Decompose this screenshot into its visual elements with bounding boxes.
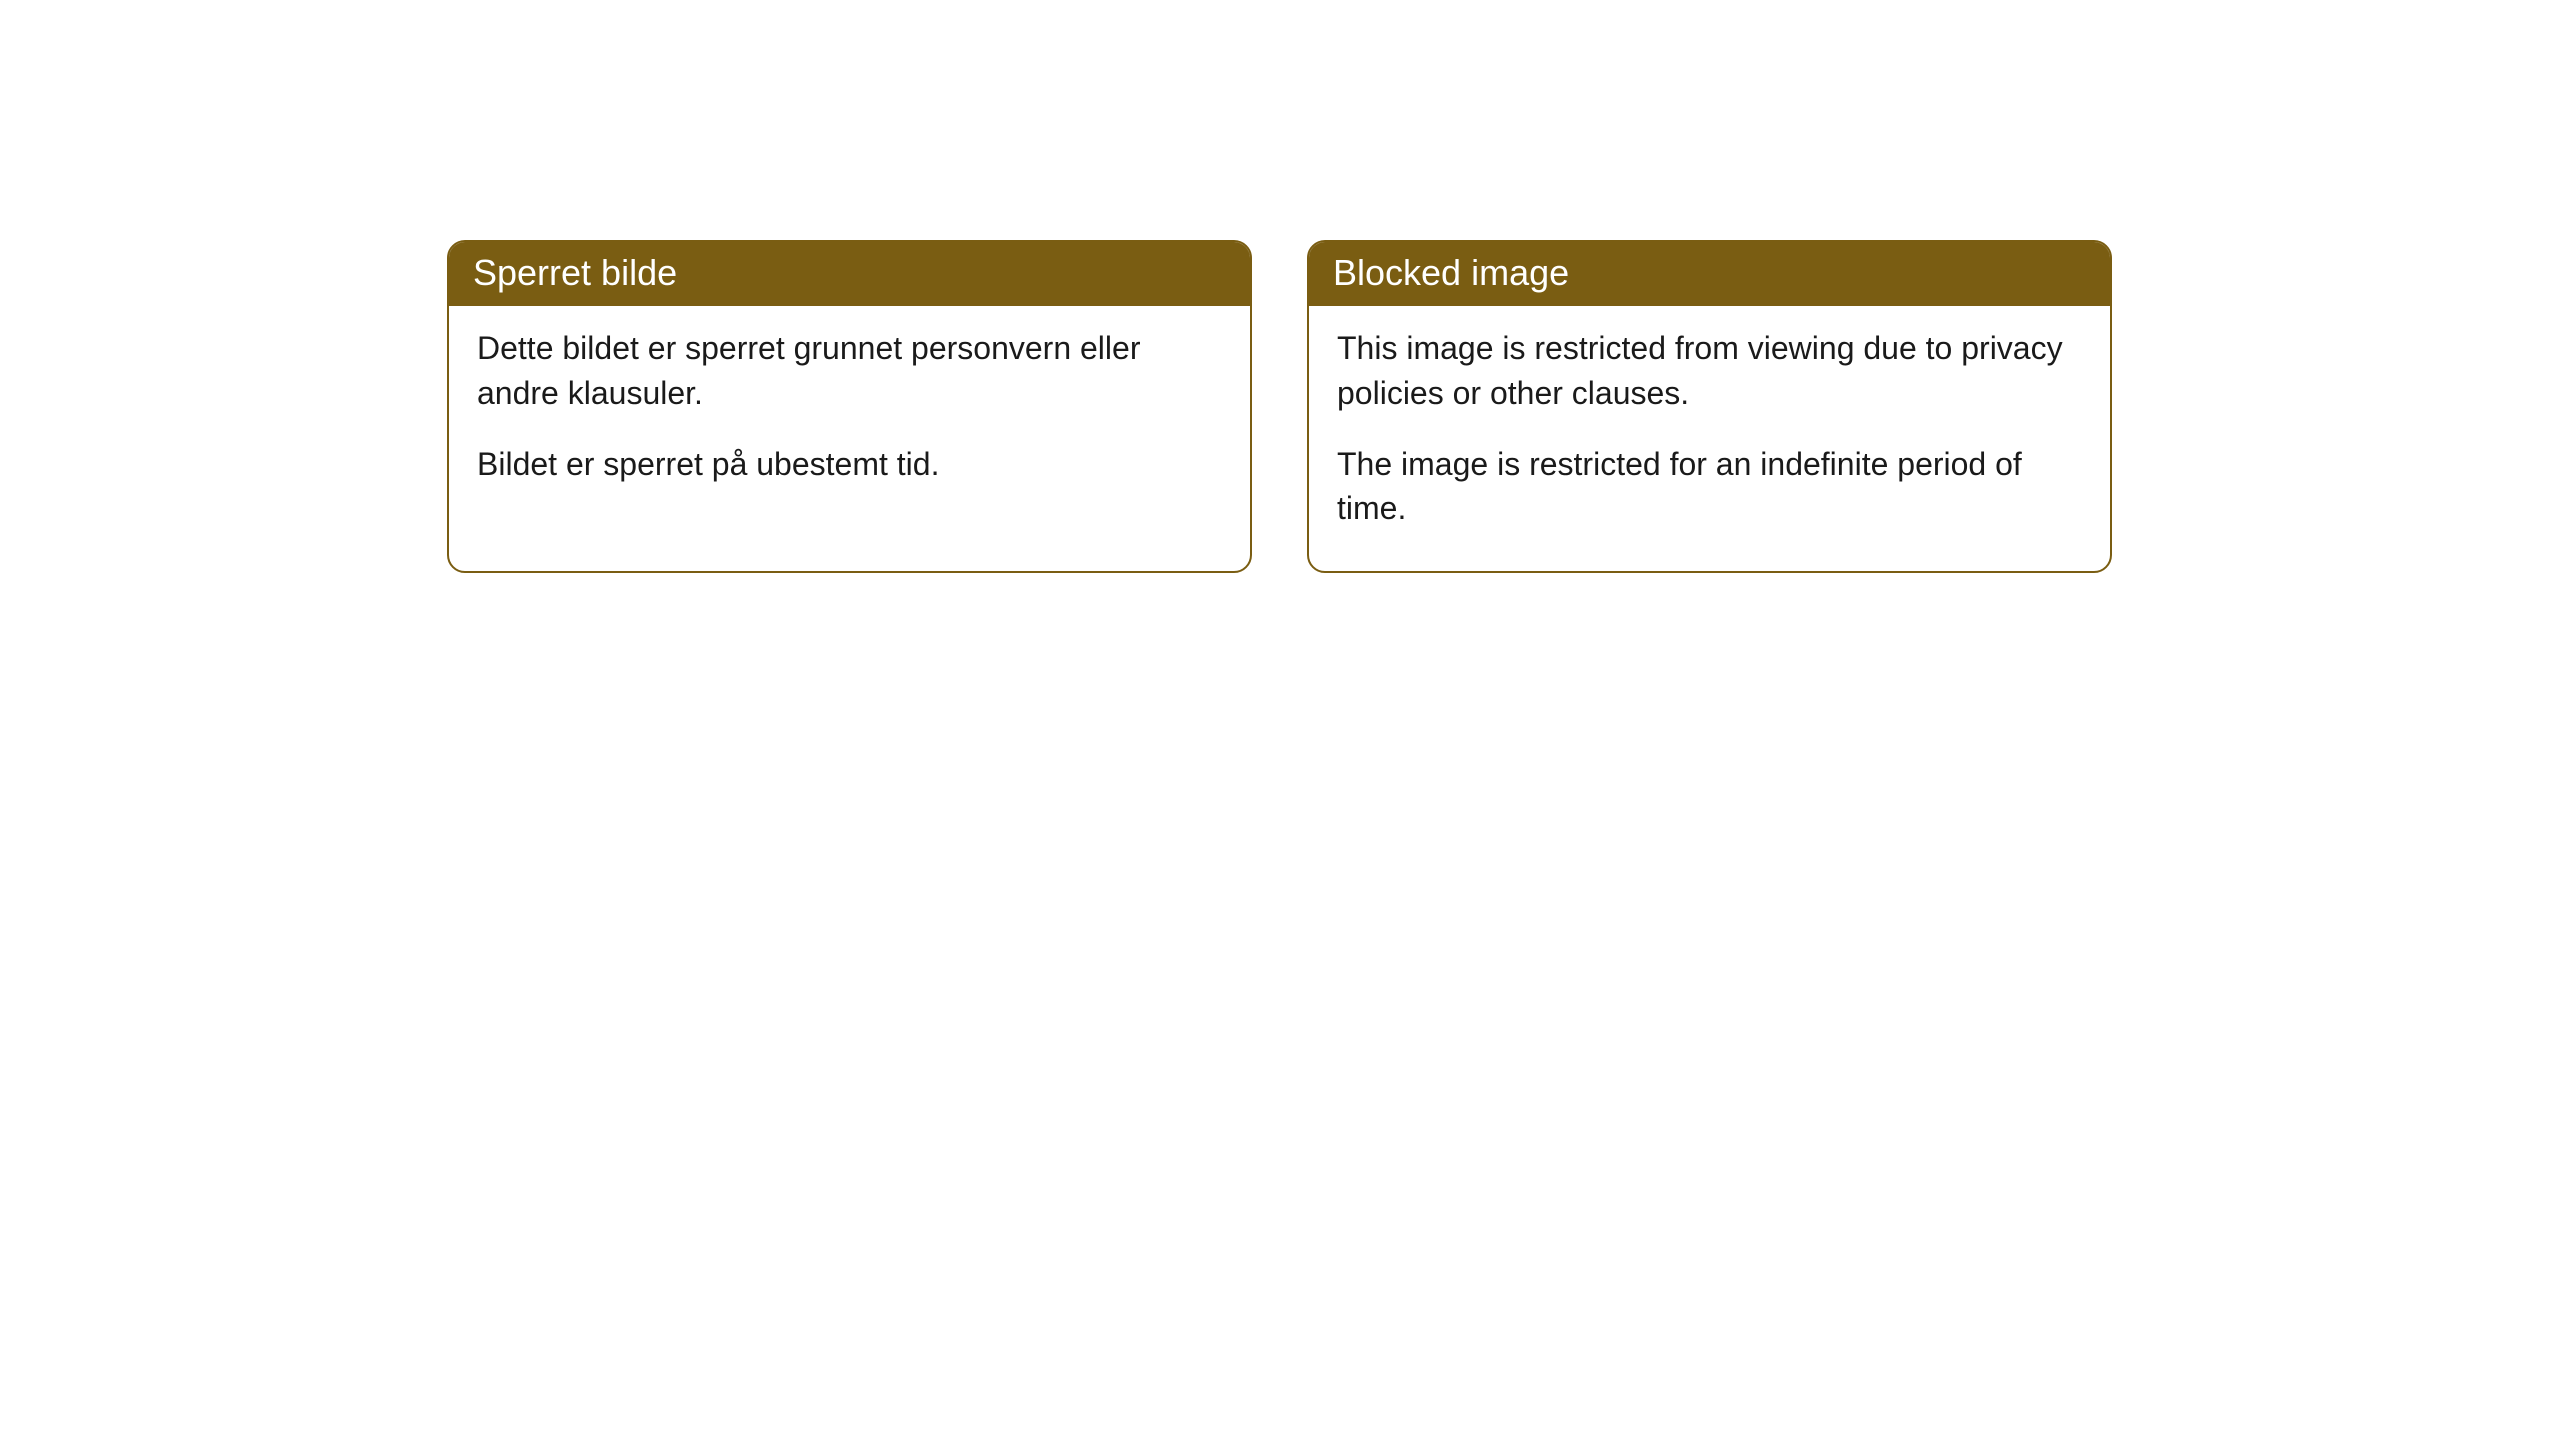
- card-paragraph-2: The image is restricted for an indefinit…: [1337, 442, 2082, 532]
- card-paragraph-1: Dette bildet er sperret grunnet personve…: [477, 326, 1222, 416]
- card-body-norwegian: Dette bildet er sperret grunnet personve…: [449, 306, 1250, 526]
- card-title: Sperret bilde: [473, 252, 677, 293]
- blocked-image-card-norwegian: Sperret bilde Dette bildet er sperret gr…: [447, 240, 1252, 573]
- card-body-english: This image is restricted from viewing du…: [1309, 306, 2110, 571]
- card-title: Blocked image: [1333, 252, 1569, 293]
- card-paragraph-2: Bildet er sperret på ubestemt tid.: [477, 442, 1222, 487]
- card-paragraph-1: This image is restricted from viewing du…: [1337, 326, 2082, 416]
- blocked-image-card-english: Blocked image This image is restricted f…: [1307, 240, 2112, 573]
- info-cards-container: Sperret bilde Dette bildet er sperret gr…: [447, 240, 2112, 573]
- card-header-english: Blocked image: [1309, 242, 2110, 306]
- card-header-norwegian: Sperret bilde: [449, 242, 1250, 306]
